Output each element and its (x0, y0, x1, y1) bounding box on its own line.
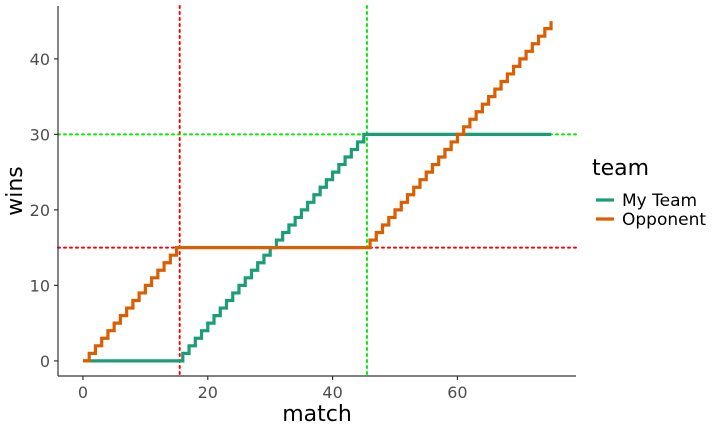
axes (57, 6, 576, 377)
x-tick-label: 40 (322, 383, 342, 402)
legend-label-0: My Team (622, 191, 697, 211)
x-axis-title: match (282, 402, 352, 427)
x-tick-label: 0 (78, 383, 88, 402)
series-line-1 (82, 21, 553, 363)
y-tick-label: 40 (30, 50, 50, 69)
legend-label-1: Opponent (622, 210, 706, 230)
y-axis-title: wins (3, 166, 28, 216)
x-ticks: 0 20 40 60 (78, 376, 468, 402)
y-tick-label: 10 (30, 276, 50, 295)
x-tick-label: 60 (447, 383, 467, 402)
y-tick-label: 30 (30, 125, 50, 144)
x-tick-label: 20 (198, 383, 218, 402)
y-ticks: 0 10 20 30 40 (30, 50, 58, 371)
legend-title: team (592, 156, 649, 181)
y-tick-label: 0 (40, 352, 50, 371)
reference-lines (57, 5, 577, 377)
series-layer (82, 21, 553, 363)
y-tick-label: 20 (30, 201, 50, 220)
